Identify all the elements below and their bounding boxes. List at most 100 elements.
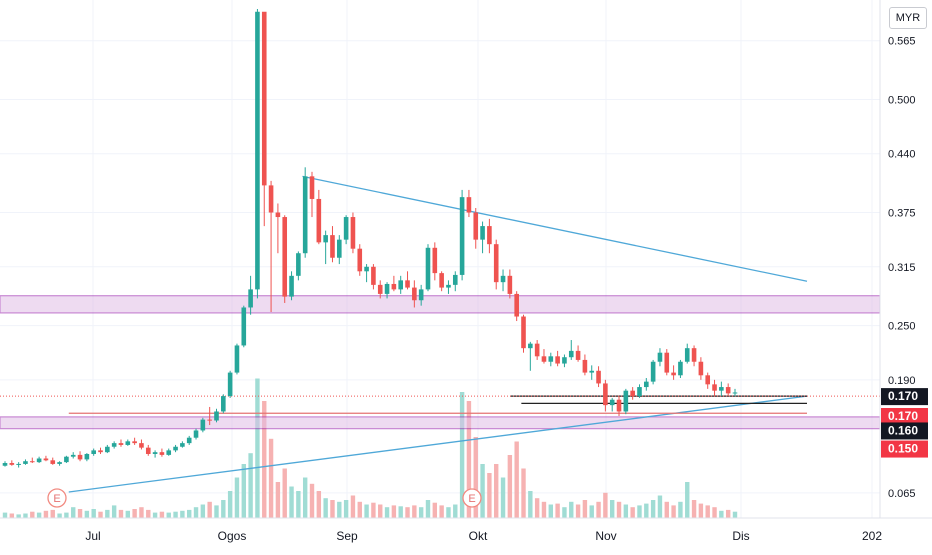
candle-body[interactable] [528,343,533,349]
candle-body[interactable] [200,419,206,431]
candle-body[interactable] [2,463,8,466]
candle-body[interactable] [459,197,465,275]
candle-body[interactable] [255,11,260,290]
earnings-marker-icon[interactable] [47,488,67,508]
candle-body[interactable] [405,280,410,288]
candle-body[interactable] [466,197,472,213]
candle-body[interactable] [637,387,642,397]
candle-body[interactable] [173,446,178,451]
candle-body[interactable] [180,443,185,447]
candle-body[interactable] [371,266,376,285]
candle-body[interactable] [343,217,349,240]
candle-body[interactable] [698,361,704,376]
candle-body[interactable] [309,176,315,199]
candle-body[interactable] [425,247,431,290]
candle-body[interactable] [9,463,15,465]
candle-body[interactable] [16,463,21,465]
earnings-marker-icon[interactable] [462,488,482,508]
candle-body[interactable] [330,235,335,258]
candle-body[interactable] [139,443,144,448]
candle-body[interactable] [575,350,581,360]
candle-body[interactable] [500,275,506,283]
candle-body[interactable] [398,280,404,290]
candle-body[interactable] [732,392,738,394]
candle-body[interactable] [719,387,724,391]
candle-body[interactable] [118,443,124,445]
candle-body[interactable] [493,244,499,283]
candle-body[interactable] [644,381,649,388]
candle-body[interactable] [234,345,240,373]
candle-body[interactable] [507,275,513,294]
candle-body[interactable] [166,450,172,455]
candle-body[interactable] [50,460,56,464]
candle-body[interactable] [105,446,110,453]
candle-body[interactable] [562,357,567,364]
candle-body[interactable] [616,399,622,412]
candle-body[interactable] [357,248,363,272]
candle-body[interactable] [289,275,294,297]
candle-body[interactable] [384,283,390,294]
candle-body[interactable] [302,176,308,254]
candle-body[interactable] [221,396,226,412]
candle-body[interactable] [125,441,131,445]
candle-body[interactable] [296,253,301,276]
candle-body[interactable] [623,390,629,412]
candle-body[interactable] [412,287,417,301]
candle-body[interactable] [111,443,117,447]
candle-body[interactable] [514,293,519,317]
candle-body[interactable] [77,454,83,460]
candle-body[interactable] [609,399,615,406]
candle-body[interactable] [268,185,274,213]
candle-body[interactable] [350,217,356,249]
candle-body[interactable] [275,212,281,218]
candle-body[interactable] [364,266,369,272]
support-resistance-zone[interactable] [0,295,881,314]
candle-body[interactable] [439,273,444,288]
candle-body[interactable] [418,289,424,301]
candle-body[interactable] [43,458,49,461]
candle-body[interactable] [214,411,219,421]
candle-body[interactable] [712,384,717,391]
candle-body[interactable] [548,356,554,362]
drawn-line[interactable] [68,395,808,493]
candle-body[interactable] [23,461,28,464]
candle-body[interactable] [603,383,608,406]
candle-body[interactable] [186,437,192,444]
drawn-line[interactable] [302,175,808,282]
candle-body[interactable] [132,441,137,444]
candle-body[interactable] [241,307,247,346]
candle-body[interactable] [568,350,574,358]
candle-body[interactable] [159,452,165,455]
candle-body[interactable] [316,198,322,243]
candle-body[interactable] [705,375,711,385]
candle-body[interactable] [541,356,547,362]
candle-body[interactable] [596,370,601,384]
candle-body[interactable] [323,235,328,243]
candle-body[interactable] [432,247,438,274]
candle-body[interactable] [555,356,560,364]
candle-body[interactable] [582,359,588,373]
price-axis[interactable] [880,0,932,550]
candle-body[interactable] [29,461,35,463]
currency-selector-button[interactable]: MYR [889,7,927,29]
candle-body[interactable] [589,370,595,373]
candle-body[interactable] [521,316,526,349]
candle-body[interactable] [98,450,103,453]
candle-body[interactable] [671,372,676,376]
candle-body[interactable] [452,274,458,285]
candle-body[interactable] [691,348,697,362]
candle-body[interactable] [630,390,635,397]
candle-body[interactable] [70,454,76,457]
candle-body[interactable] [473,212,479,240]
candle-body[interactable] [84,453,90,460]
candle-body[interactable] [678,361,683,376]
candle-body[interactable] [207,419,212,421]
candle-body[interactable] [657,352,663,362]
candle-body[interactable] [446,284,451,288]
candle-body[interactable] [282,217,288,297]
candle-body[interactable] [193,430,199,438]
candle-body[interactable] [248,289,253,308]
candle-body[interactable] [725,387,731,394]
